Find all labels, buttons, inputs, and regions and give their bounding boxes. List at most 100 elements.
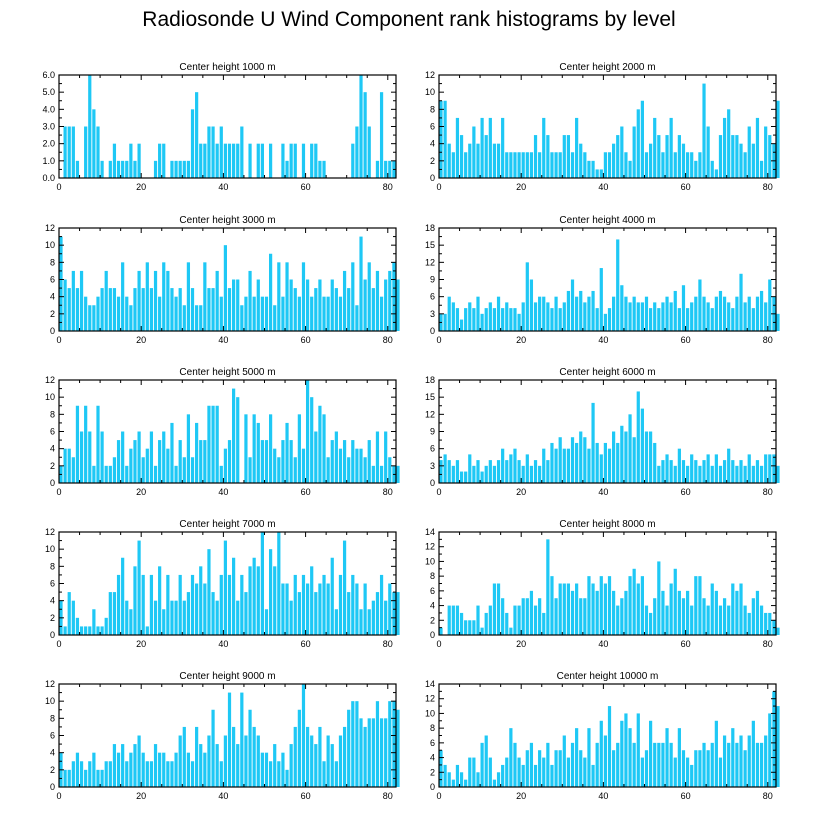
bar: [211, 709, 215, 787]
bar: [326, 457, 330, 483]
bar: [347, 288, 351, 331]
bar: [768, 713, 772, 787]
bar: [488, 117, 492, 178]
bar: [657, 742, 661, 787]
x-tick-label: 80: [763, 487, 773, 497]
bar: [681, 285, 686, 331]
bar: [558, 308, 562, 331]
bar: [575, 583, 579, 635]
bar: [158, 143, 162, 178]
bar: [566, 290, 571, 331]
bar: [351, 574, 355, 635]
bar: [133, 744, 137, 787]
bar: [525, 152, 529, 178]
bar: [768, 135, 772, 178]
bar: [735, 296, 739, 331]
bar: [484, 465, 488, 483]
bar: [170, 422, 174, 483]
bar: [211, 405, 215, 483]
y-tick-label: 12: [45, 527, 55, 537]
bar: [550, 308, 554, 331]
y-tick-label: 2.0: [42, 139, 55, 149]
bar: [367, 718, 371, 787]
bar: [464, 308, 468, 331]
bar: [153, 600, 158, 635]
bar: [363, 457, 367, 483]
bar: [342, 270, 347, 331]
bar: [289, 440, 293, 483]
bar: [542, 448, 546, 483]
bar: [579, 290, 583, 331]
bar: [174, 600, 178, 635]
bar: [644, 750, 649, 787]
bar: [488, 757, 492, 787]
bar: [706, 454, 710, 483]
bar: [293, 457, 297, 483]
bar: [735, 590, 739, 635]
bar: [538, 598, 542, 635]
bar: [297, 414, 301, 483]
bar: [133, 288, 137, 331]
bar: [121, 160, 125, 178]
x-tick-label: 60: [681, 182, 691, 192]
bar: [137, 143, 141, 178]
bar: [731, 135, 735, 178]
bar: [71, 270, 75, 331]
bar: [174, 296, 178, 331]
bar: [223, 245, 227, 331]
bar: [690, 605, 694, 635]
bar: [698, 465, 702, 483]
bar: [632, 437, 636, 483]
bar: [112, 143, 117, 178]
bar: [579, 750, 583, 787]
bar: [227, 692, 232, 787]
bar: [396, 465, 400, 483]
bar: [100, 769, 104, 787]
bar: [731, 728, 735, 787]
bar: [363, 726, 367, 787]
bar: [149, 288, 154, 331]
bar: [314, 592, 318, 635]
bar: [661, 460, 665, 483]
bar: [591, 764, 595, 787]
x-tick-label: 80: [383, 487, 393, 497]
bar: [260, 143, 264, 178]
bar: [509, 454, 513, 483]
bar: [379, 296, 384, 331]
bar: [657, 308, 661, 331]
y-tick-label: 0: [430, 326, 435, 336]
bar: [587, 576, 591, 635]
bar: [158, 440, 162, 483]
bar: [480, 117, 484, 178]
bar: [747, 612, 751, 635]
bar: [277, 761, 281, 787]
bar: [108, 288, 112, 331]
x-tick-label: 0: [56, 335, 61, 345]
bar: [310, 735, 314, 787]
bar: [661, 590, 665, 635]
bar: [525, 262, 529, 331]
bar: [599, 169, 603, 178]
bar: [108, 465, 112, 483]
bar: [575, 117, 579, 178]
bar: [698, 576, 702, 635]
bar: [731, 308, 735, 331]
bar: [388, 160, 392, 178]
bar: [182, 600, 186, 635]
bar: [137, 540, 141, 635]
bar: [665, 605, 669, 635]
bar: [240, 305, 244, 331]
bar: [554, 598, 558, 635]
bar: [546, 539, 550, 635]
bar: [227, 440, 232, 483]
bar: [195, 726, 199, 787]
bar: [661, 152, 665, 178]
bar: [743, 605, 747, 635]
x-tick-label: 60: [681, 335, 691, 345]
bar: [355, 126, 359, 178]
bar: [739, 273, 743, 331]
bar: [232, 388, 236, 483]
bar: [755, 296, 760, 331]
bar: [301, 574, 306, 635]
